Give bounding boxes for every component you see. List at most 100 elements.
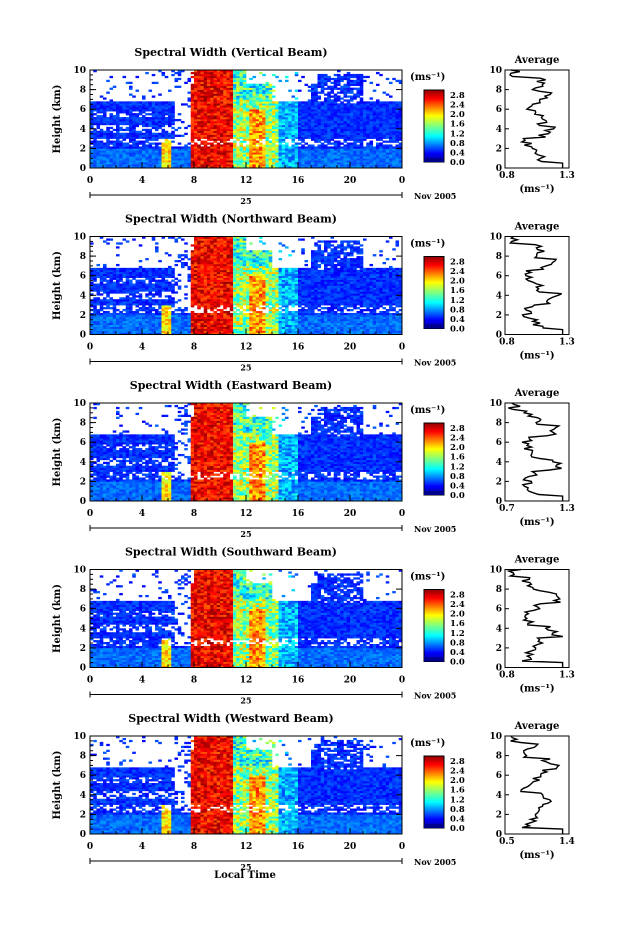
heatmap-cell: [226, 152, 231, 155]
heatmap-cell: [359, 124, 364, 128]
heatmap-cell: [177, 160, 182, 163]
heatmap-cell: [122, 158, 127, 161]
heatmap-cell: [138, 322, 143, 325]
heatmap-cell: [265, 109, 270, 112]
heatmap-cell: [194, 283, 198, 286]
heatmap-cell: [145, 324, 149, 327]
heatmap-cell: [307, 101, 312, 104]
heatmap-cell: [112, 142, 117, 145]
month-label: Nov 2005: [414, 191, 456, 201]
heatmap-cell: [376, 158, 380, 161]
heatmap-cell: [148, 128, 153, 132]
heatmap-cell: [106, 273, 110, 276]
heatmap-cell: [129, 322, 133, 325]
heatmap-cell: [239, 119, 244, 122]
heatmap-cell: [223, 130, 227, 134]
heatmap-cell: [197, 250, 201, 253]
heatmap-cell: [99, 152, 104, 155]
heatmap-cell: [177, 299, 182, 302]
heatmap-cell: [158, 70, 162, 73]
heatmap-cell: [203, 103, 208, 106]
heatmap-cell: [200, 146, 205, 149]
heatmap-cell: [259, 142, 263, 145]
heatmap-cell: [103, 107, 107, 110]
heatmap-cell: [142, 164, 146, 167]
y-tick-label: 10: [73, 66, 86, 76]
heatmap-cell: [265, 95, 270, 98]
heatmap-cell: [262, 95, 266, 98]
heatmap-cell: [177, 316, 182, 320]
heatmap-cell: [262, 93, 266, 96]
heatmap-cell: [366, 107, 370, 110]
heatmap-cell: [207, 236, 211, 239]
heatmap-cell: [203, 160, 208, 163]
heatmap-cell: [379, 164, 383, 167]
heatmap-cell: [171, 289, 175, 292]
heatmap-cell: [119, 142, 123, 145]
heatmap-cell: [161, 150, 166, 153]
heatmap-cell: [262, 152, 266, 155]
heatmap-cell: [340, 142, 344, 145]
heatmap-cell: [213, 70, 218, 73]
heatmap-cell: [125, 117, 130, 120]
heatmap-cell: [252, 113, 257, 116]
heatmap-cell: [164, 152, 169, 155]
heatmap-cell: [311, 113, 315, 116]
heatmap-cell: [203, 293, 208, 296]
heatmap-cell: [392, 138, 396, 141]
heatmap-cell: [138, 297, 143, 300]
heatmap-cell: [99, 275, 104, 278]
heatmap-cell: [285, 144, 289, 147]
heatmap-cell: [255, 134, 260, 137]
heatmap-cell: [304, 124, 309, 128]
heatmap-cell: [233, 87, 237, 90]
heatmap-cell: [200, 248, 205, 251]
heatmap-cell: [324, 113, 328, 116]
heatmap-cell: [337, 73, 341, 77]
heatmap-cell: [382, 162, 387, 165]
heatmap-cell: [265, 105, 270, 108]
heatmap-cell: [112, 322, 117, 325]
heatmap-cell: [298, 162, 302, 165]
heatmap-cell: [346, 138, 351, 141]
heatmap-cell: [148, 142, 153, 145]
heatmap-cell: [122, 128, 127, 132]
heatmap-cell: [223, 126, 227, 130]
heatmap-cell: [281, 154, 286, 157]
heatmap-cell: [90, 330, 94, 333]
heatmap-cell: [314, 140, 318, 143]
heatmap-cell: [129, 279, 133, 282]
heatmap-cell: [93, 324, 97, 327]
heatmap-cell: [389, 150, 393, 153]
heatmap-cell: [207, 152, 211, 155]
heatmap-cell: [398, 134, 403, 137]
heatmap-cell: [246, 154, 250, 157]
heatmap-cell: [194, 89, 198, 92]
heatmap-cell: [389, 126, 393, 130]
heatmap-cell: [109, 312, 114, 316]
heatmap-cell: [151, 322, 156, 325]
heatmap-cell: [395, 105, 400, 108]
heatmap-cell: [298, 158, 302, 161]
heatmap-cell: [226, 158, 231, 161]
heatmap-cell: [281, 130, 286, 134]
heatmap-cell: [145, 164, 149, 167]
heatmap-cell: [246, 95, 250, 98]
heatmap-cell: [314, 156, 318, 159]
heatmap-cell: [216, 93, 221, 96]
heatmap-cell: [356, 87, 361, 90]
heatmap-cell: [181, 326, 185, 329]
heatmap-cell: [177, 134, 182, 137]
heatmap-cell: [190, 99, 195, 102]
heatmap-cell: [207, 291, 211, 294]
heatmap-cell: [314, 138, 318, 141]
heatmap-cell: [213, 119, 218, 122]
heatmap-cell: [353, 81, 357, 85]
heatmap-cell: [314, 162, 318, 165]
heatmap-cell: [119, 267, 123, 271]
heatmap-cell: [330, 77, 335, 81]
heatmap-cell: [145, 293, 149, 296]
heatmap-cell: [96, 152, 101, 155]
heatmap-cell: [119, 289, 123, 292]
heatmap-cell: [203, 124, 208, 128]
